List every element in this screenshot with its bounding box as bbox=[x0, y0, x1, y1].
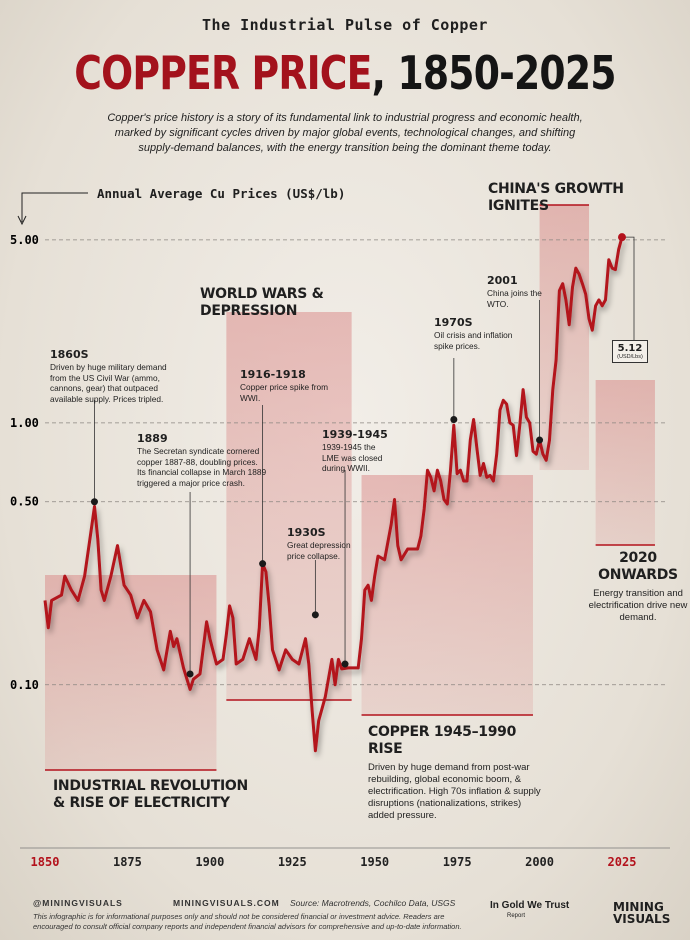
region-label: 2020 ONWARDS bbox=[598, 550, 678, 583]
region-label: COPPER 1945–1990 RISE bbox=[368, 724, 517, 757]
end-connector bbox=[622, 236, 635, 340]
region-label: WORLD WARS & DEPRESSION bbox=[200, 286, 324, 319]
y-axis-label: Annual Average Cu Prices (US$/lb) bbox=[97, 186, 346, 201]
annotation-point bbox=[186, 670, 194, 678]
disclaimer: This infographic is for informational pu… bbox=[33, 912, 462, 931]
kicker: The Industrial Pulse of Copper bbox=[202, 16, 488, 34]
handle: @MININGVISUALS bbox=[33, 898, 123, 908]
annotation-title: 1860S bbox=[50, 348, 89, 361]
x-tick-label: 2025 bbox=[608, 855, 637, 869]
arrow-head bbox=[17, 215, 27, 226]
annotation-title: 1939-1945 bbox=[322, 428, 388, 441]
region bbox=[539, 205, 590, 470]
annotation-title: 1916-1918 bbox=[240, 368, 306, 381]
site: MININGVISUALS.COM bbox=[173, 898, 280, 908]
title-rest: , 1850-2025 bbox=[371, 46, 617, 100]
annotation-text: Great depression price collapse. bbox=[287, 540, 351, 561]
annotation-point bbox=[450, 416, 458, 424]
annotation-point bbox=[311, 611, 319, 619]
region-text: Energy transition and electrification dr… bbox=[588, 588, 688, 623]
price-line bbox=[43, 236, 624, 753]
annotation-text: 1939-1945 the LME was closed during WWII… bbox=[322, 442, 383, 473]
annotation-title: 1930S bbox=[287, 526, 326, 539]
region bbox=[361, 475, 533, 715]
partner-sub: Report bbox=[507, 913, 526, 919]
annotation-title: 1889 bbox=[137, 432, 168, 445]
partner: In Gold We Trust bbox=[490, 900, 570, 911]
annotation-text: The Secretan syndicate cornered copper 1… bbox=[137, 446, 267, 488]
x-tick-label: 1850 bbox=[31, 855, 60, 869]
annotation-text: Oil crisis and inflation spike prices. bbox=[434, 330, 513, 351]
y-tick-label: 0.10 bbox=[10, 678, 39, 692]
y-tick-label: 5.00 bbox=[10, 233, 39, 247]
source: Source: Macrotrends, Cochilco Data, USGS bbox=[290, 898, 456, 908]
region-label: INDUSTRIAL REVOLUTION & RISE OF ELECTRIC… bbox=[53, 778, 248, 811]
annotation-title: 1970S bbox=[434, 316, 473, 329]
x-tick-label: 2000 bbox=[525, 855, 554, 869]
x-tick-label: 1900 bbox=[195, 855, 224, 869]
annotation-text: Driven by huge military demand from the … bbox=[50, 362, 167, 404]
x-tick-label: 1975 bbox=[443, 855, 472, 869]
y-tick-label: 0.50 bbox=[10, 495, 39, 509]
brand: MINING VISUALS bbox=[613, 900, 671, 926]
region-label: CHINA'S GROWTH IGNITES bbox=[488, 181, 624, 214]
annotation-point bbox=[536, 436, 544, 444]
footer: @MININGVISUALS MININGVISUALS.COM Source:… bbox=[0, 880, 690, 940]
x-tick-label: 1950 bbox=[360, 855, 389, 869]
end-value: 5.12 bbox=[617, 343, 643, 354]
region bbox=[595, 380, 655, 545]
region-text: Driven by huge demand from post-war rebu… bbox=[368, 762, 541, 821]
region bbox=[226, 312, 352, 700]
x-tick-label: 1925 bbox=[278, 855, 307, 869]
annotation-point bbox=[90, 498, 98, 506]
annotation-point bbox=[259, 560, 267, 568]
end-unit: (USD/Lbs) bbox=[617, 354, 643, 360]
end-point bbox=[618, 233, 626, 242]
annotation-text: Copper price spike from WWI. bbox=[240, 382, 329, 403]
end-label: 5.12 (USD/Lbs) bbox=[612, 340, 648, 363]
y-tick-label: 1.00 bbox=[10, 416, 39, 430]
title-main: COPPER PRICE bbox=[74, 46, 372, 100]
x-tick-label: 1875 bbox=[113, 855, 142, 869]
intro: Copper's price history is a story of its… bbox=[107, 112, 583, 154]
title: COPPER PRICE, 1850-2025 bbox=[62, 46, 628, 100]
annotation-title: 2001 bbox=[487, 274, 518, 287]
axis-arrow bbox=[21, 192, 88, 222]
annotation-text: China joins the WTO. bbox=[487, 288, 542, 309]
annotation-point bbox=[341, 660, 349, 668]
